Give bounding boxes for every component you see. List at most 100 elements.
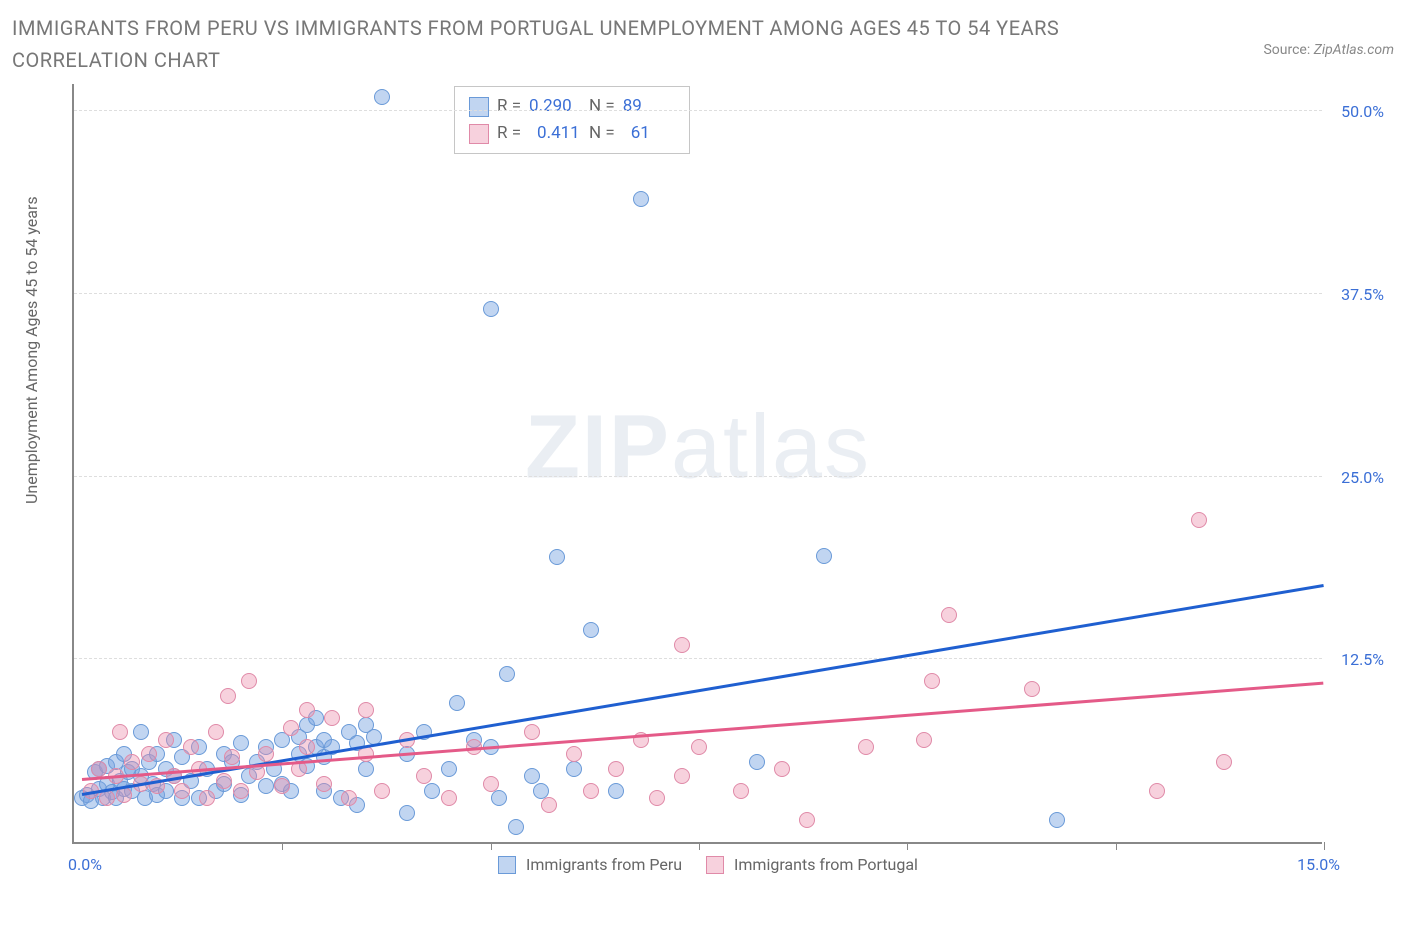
scatter-point [799, 812, 815, 828]
y-tick-label: 50.0% [1341, 102, 1384, 121]
scatter-point [691, 739, 707, 755]
scatter-point [441, 761, 457, 777]
x-tick [1324, 842, 1325, 850]
scatter-point [424, 783, 440, 799]
x-tick [491, 842, 492, 850]
scatter-point [941, 607, 957, 623]
x-tick [699, 842, 700, 850]
scatter-point [141, 746, 157, 762]
scatter-point [483, 776, 499, 792]
scatter-point [549, 549, 565, 565]
scatter-point [733, 783, 749, 799]
scatter-point [283, 720, 299, 736]
scatter-point [449, 695, 465, 711]
scatter-point [158, 732, 174, 748]
stats-legend: R = 0.290 N = 89 R = 0.411 N = 61 [454, 86, 690, 154]
scatter-point [224, 749, 240, 765]
gridline [74, 476, 1322, 477]
y-tick-label: 12.5% [1341, 650, 1384, 669]
scatter-point [274, 778, 290, 794]
scatter-point [499, 666, 515, 682]
scatter-point [208, 724, 224, 740]
gridline [74, 110, 1322, 111]
scatter-point [524, 724, 540, 740]
scatter-point [133, 724, 149, 740]
scatter-point [583, 622, 599, 638]
scatter-point [91, 761, 107, 777]
scatter-point [174, 783, 190, 799]
legend-swatch-portugal [706, 856, 724, 874]
scatter-point [649, 790, 665, 806]
legend-label-peru: Immigrants from Peru [526, 855, 682, 874]
scatter-point [524, 768, 540, 784]
scatter-point [1049, 812, 1065, 828]
scatter-point [399, 805, 415, 821]
scatter-point [216, 773, 232, 789]
legend-swatch-peru [498, 856, 516, 874]
gridline [74, 293, 1322, 294]
scatter-point [199, 790, 215, 806]
x-tick [1116, 842, 1117, 850]
scatter-point [358, 702, 374, 718]
scatter-point [508, 819, 524, 835]
scatter-point [316, 776, 332, 792]
x-axis-min-label: 0.0% [68, 855, 102, 874]
scatter-plot: ZIPatlas R = 0.290 N = 89 R = 0.411 N = … [72, 84, 1322, 844]
scatter-point [533, 783, 549, 799]
scatter-point [358, 761, 374, 777]
scatter-point [858, 739, 874, 755]
scatter-point [112, 724, 128, 740]
scatter-point [1149, 783, 1165, 799]
scatter-point [633, 191, 649, 207]
scatter-point [116, 787, 132, 803]
scatter-point [749, 754, 765, 770]
stats-legend-row: R = 0.290 N = 89 [469, 93, 675, 120]
stats-legend-row: R = 0.411 N = 61 [469, 120, 675, 147]
scatter-point [99, 790, 115, 806]
scatter-point [608, 783, 624, 799]
scatter-point [416, 768, 432, 784]
scatter-point [324, 710, 340, 726]
series-legend: Immigrants from Peru Immigrants from Por… [74, 855, 1322, 874]
x-axis-max-label: 15.0% [1297, 855, 1340, 874]
scatter-point [258, 746, 274, 762]
scatter-point [258, 778, 274, 794]
x-tick [907, 842, 908, 850]
scatter-point [374, 89, 390, 105]
y-tick-label: 37.5% [1341, 285, 1384, 304]
scatter-point [566, 746, 582, 762]
scatter-point [674, 768, 690, 784]
scatter-point [541, 797, 557, 813]
scatter-point [233, 783, 249, 799]
scatter-point [341, 790, 357, 806]
gridline [74, 658, 1322, 659]
chart-title: IMMIGRANTS FROM PERU VS IMMIGRANTS FROM … [12, 12, 1112, 76]
watermark: ZIPatlas [525, 396, 871, 499]
scatter-point [491, 790, 507, 806]
scatter-point [299, 702, 315, 718]
scatter-point [483, 301, 499, 317]
scatter-point [608, 761, 624, 777]
source-credit: Source: ZipAtlas.com [1263, 42, 1394, 58]
scatter-point [220, 688, 236, 704]
scatter-point [566, 761, 582, 777]
scatter-point [124, 754, 140, 770]
scatter-point [1191, 512, 1207, 528]
scatter-point [916, 732, 932, 748]
trend-line [82, 682, 1324, 781]
scatter-point [674, 637, 690, 653]
legend-swatch-peru [469, 97, 489, 117]
scatter-point [583, 783, 599, 799]
scatter-point [1216, 754, 1232, 770]
scatter-point [374, 783, 390, 799]
scatter-point [1024, 681, 1040, 697]
scatter-point [299, 739, 315, 755]
y-tick-label: 25.0% [1341, 468, 1384, 487]
chart-area: Unemployment Among Ages 45 to 54 years Z… [12, 84, 1394, 874]
legend-label-portugal: Immigrants from Portugal [734, 855, 918, 874]
scatter-point [183, 739, 199, 755]
scatter-point [233, 735, 249, 751]
scatter-point [816, 548, 832, 564]
scatter-point [774, 761, 790, 777]
legend-swatch-portugal [469, 124, 489, 144]
